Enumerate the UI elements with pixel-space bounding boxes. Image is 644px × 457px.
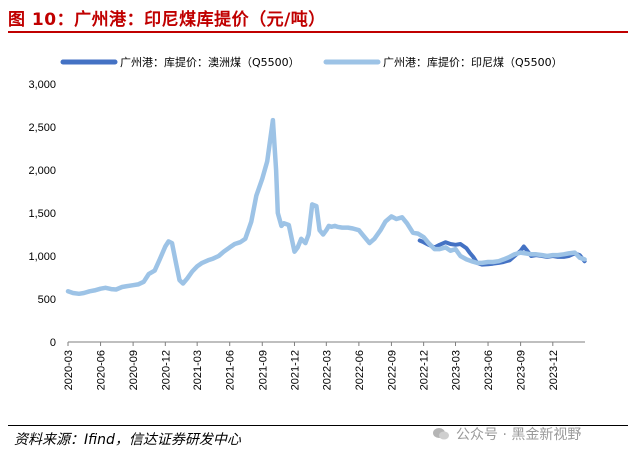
y-tick-label: 2,000 (28, 165, 56, 177)
x-tick-label: 2020-12 (160, 350, 172, 390)
x-tick-label: 2021-09 (257, 350, 269, 390)
legend: 广州港：库提价：澳洲煤（Q5500） 广州港：库提价：印尼煤（Q5500） (60, 56, 563, 69)
x-tick-label: 2023-06 (483, 350, 495, 390)
x-tick-label: 2022-03 (321, 350, 333, 390)
x-tick-label: 2020-06 (96, 350, 108, 390)
y-tick-label: 1,500 (28, 208, 56, 220)
x-tick-label: 2023-03 (450, 350, 462, 390)
x-tick-label: 2020-09 (128, 350, 140, 390)
y-tick-label: 1,000 (28, 251, 56, 263)
line-chart: 广州港：库提价：澳洲煤（Q5500） 广州港：库提价：印尼煤（Q5500） 0 5… (28, 56, 587, 390)
x-tick-label: 2022-09 (386, 350, 398, 390)
y-tick-label: 500 (38, 294, 56, 306)
x-tick-label: 2020-03 (63, 350, 75, 390)
y-tick-label: 0 (50, 337, 56, 349)
x-tick-label: 2022-06 (354, 350, 366, 390)
title-divider (8, 31, 628, 33)
y-tick-label: 3,000 (28, 79, 56, 91)
x-tick-label: 2023-12 (548, 350, 560, 390)
legend-label-indonesia: 广州港：库提价：印尼煤（Q5500） (383, 56, 563, 69)
x-tick-label: 2023-09 (516, 350, 528, 390)
source-divider (8, 425, 628, 426)
series-layer (65, 117, 587, 297)
y-tick-label: 2,500 (28, 122, 56, 134)
wechat-icon (433, 428, 449, 440)
y-axis: 0 500 1,000 1,500 2,000 2,500 3,000 (28, 79, 56, 349)
x-tick-label: 2022-12 (419, 350, 431, 390)
x-tick-label: 2021-03 (192, 350, 204, 390)
legend-label-australia: 广州港：库提价：澳洲煤（Q5500） (120, 56, 300, 69)
x-tick-label: 2021-06 (225, 350, 237, 390)
watermark: 公众号 · 黑金新视野 (432, 424, 581, 444)
figure-title: 图 10：广州港：印尼煤库提价（元/吨） (8, 10, 326, 30)
x-axis: 2020-03 2020-06 2020-09 2020-12 2021-03 2021-… (63, 341, 585, 390)
source-note: 资料来源：Ifind，信达证券研发中心 (14, 432, 241, 448)
watermark-text: 公众号 · 黑金新视野 (456, 427, 582, 443)
x-tick-label: 2021-12 (289, 350, 301, 390)
series-line-indonesia (65, 117, 587, 297)
